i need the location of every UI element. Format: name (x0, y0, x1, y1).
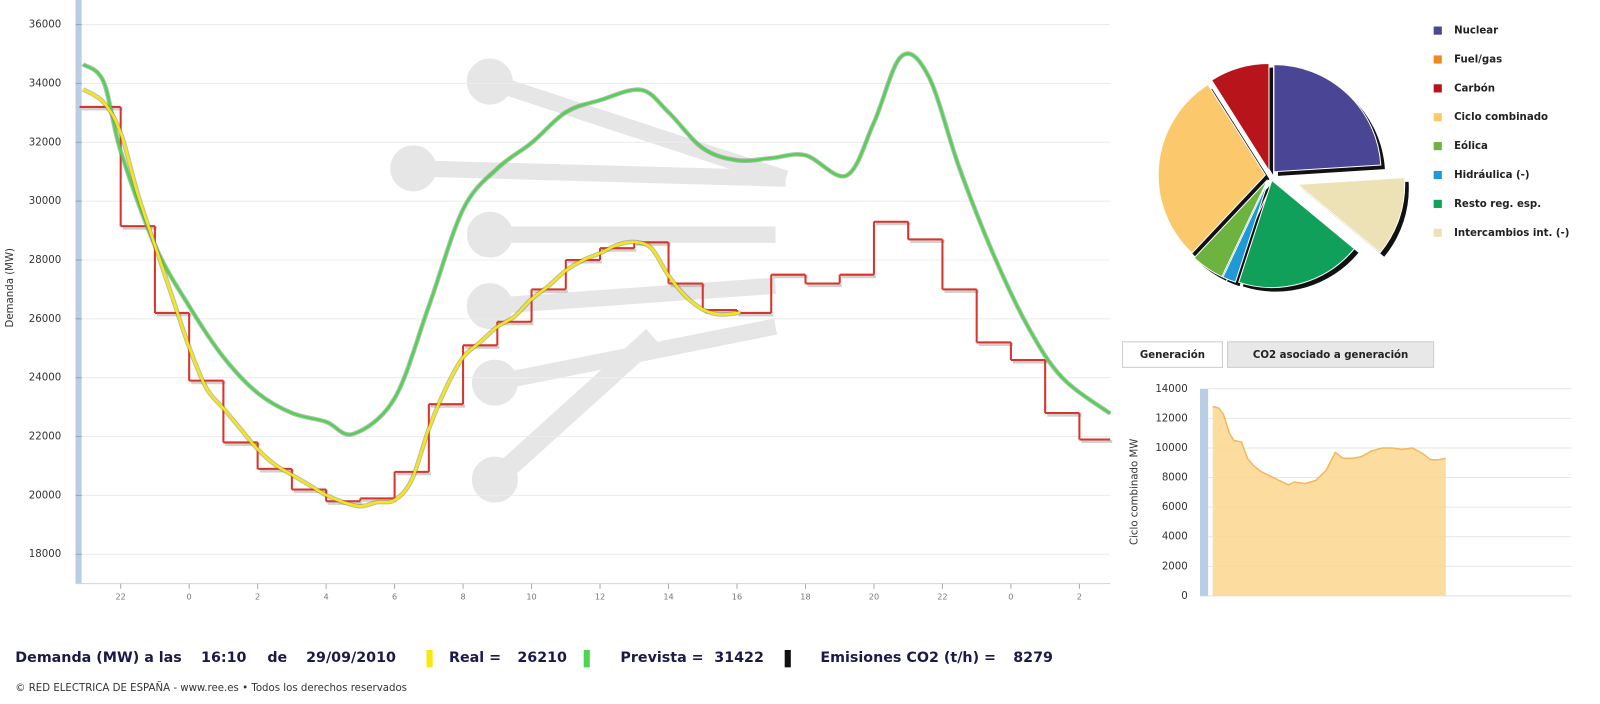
footer-label: Emisiones CO2 (t/h) = (820, 650, 996, 666)
y-tick-label: 6000 (1162, 502, 1188, 513)
y-tick-label: 24000 (29, 373, 61, 384)
y-tick-label: 30000 (29, 196, 61, 207)
legend-label: Nuclear (1454, 26, 1498, 37)
y-tick-label: 14000 (1155, 384, 1187, 395)
x-tick-label: 2 (1077, 591, 1082, 601)
area (1212, 406, 1446, 596)
footer-value: 31422 (714, 650, 764, 666)
footer-time: 16:10 (201, 650, 246, 666)
legend-swatch (1433, 228, 1442, 237)
x-tick-label: 4 (324, 591, 329, 601)
x-tick-label: 0 (1008, 591, 1013, 601)
swatch (583, 650, 590, 668)
slice (1296, 177, 1406, 254)
y-tick-label: 22000 (29, 432, 61, 443)
legend-label: Carbón (1454, 82, 1495, 94)
footer-text: de (267, 650, 287, 666)
legend-swatch (1433, 26, 1442, 35)
legend-swatch (1433, 84, 1442, 93)
legend-swatch (1433, 170, 1442, 180)
slice (1210, 62, 1270, 173)
tab-label[interactable]: Generación (1140, 349, 1205, 361)
tab[interactable] (1227, 341, 1435, 368)
demand-chart: 1800020000220002400026000280003000032000… (29, 20, 1113, 601)
x-tick-label: 14 (663, 591, 673, 601)
slice (1238, 179, 1356, 289)
y-tick-label: 18000 (29, 549, 61, 560)
swatch (784, 650, 791, 668)
y-axis-label: Demanda (MW) (5, 248, 16, 328)
y-tick-label: 8000 (1162, 473, 1188, 484)
slice (1193, 179, 1269, 278)
y-tick-label: 34000 (29, 78, 61, 89)
tab[interactable] (1121, 341, 1223, 368)
legend-label: Intercambios int. (-) (1454, 228, 1569, 239)
legend-label: Resto reg. esp. (1454, 199, 1541, 210)
x-tick-label: 10 (526, 591, 536, 601)
y-tick-label: 32000 (29, 137, 61, 148)
x-tick-label: 16 (732, 591, 742, 601)
y-tick-label: 12000 (1155, 413, 1187, 424)
y-tick-label: 10000 (1155, 443, 1187, 454)
y-axis-bar (75, 0, 82, 584)
legend-swatch (1433, 55, 1442, 64)
footer-date: 29/09/2010 (306, 650, 396, 666)
x-tick-label: 0 (187, 591, 192, 601)
pie-chart: Nuclear Fuel/gas Carbón Ciclo combinado Eóli… (1157, 26, 1569, 292)
x-tick-label: 2 (255, 591, 260, 601)
footer-value: 8279 (1013, 650, 1053, 666)
legend-label: Hidráulica (-) (1454, 169, 1529, 181)
x-tick-label: 22 (937, 591, 947, 601)
x-tick-label: 20 (869, 591, 879, 601)
y-tick-label: 28000 (29, 255, 61, 266)
swatch (426, 650, 433, 668)
legend-swatch (1433, 113, 1442, 122)
y-tick-label: 4000 (1162, 532, 1188, 543)
footer-label: Real = (449, 650, 501, 666)
footer: Demanda (MW) a las 16:10 de 29/09/2010 R… (15, 650, 1053, 694)
y-tick-label: 2000 (1162, 561, 1188, 572)
legend-swatch (1433, 199, 1442, 208)
copyright: © RED ELECTRICA DE ESPAÑA - www.ree.es •… (15, 681, 407, 694)
line (82, 88, 741, 508)
x-tick-label: 18 (800, 591, 810, 601)
legend-label: Fuel/gas (1454, 54, 1502, 65)
tab-label[interactable]: CO2 asociado a generación (1253, 349, 1408, 361)
x-tick-label: 6 (392, 591, 397, 601)
slice (1157, 83, 1266, 254)
x-tick-label: 22 (115, 591, 125, 601)
y-axis-bar (1200, 388, 1209, 596)
legend-swatch (1433, 142, 1442, 151)
y-tick-label: 20000 (29, 490, 61, 501)
legend-label: Eólica (1454, 140, 1488, 152)
x-tick-label: 8 (460, 591, 465, 601)
footer-value: 26210 (517, 650, 567, 666)
generation-chart: 0 2000 4000 6000 8000 10000 12000 14000 (1155, 384, 1572, 602)
slice (1222, 180, 1270, 283)
area-line (1212, 405, 1446, 486)
legend-label: Ciclo combinado (1454, 112, 1548, 123)
y-tick-label: 0 (1181, 591, 1187, 602)
footer-label: Demanda (MW) a las (15, 650, 182, 666)
y-tick-label: 36000 (29, 20, 61, 31)
y-tick-label: 26000 (29, 314, 61, 325)
x-tick-label: 12 (595, 591, 605, 601)
footer-label: Prevista = (620, 650, 703, 666)
line (82, 52, 1111, 436)
slice (1273, 64, 1382, 173)
y-axis-label: Ciclo combinado MW (1130, 439, 1141, 545)
